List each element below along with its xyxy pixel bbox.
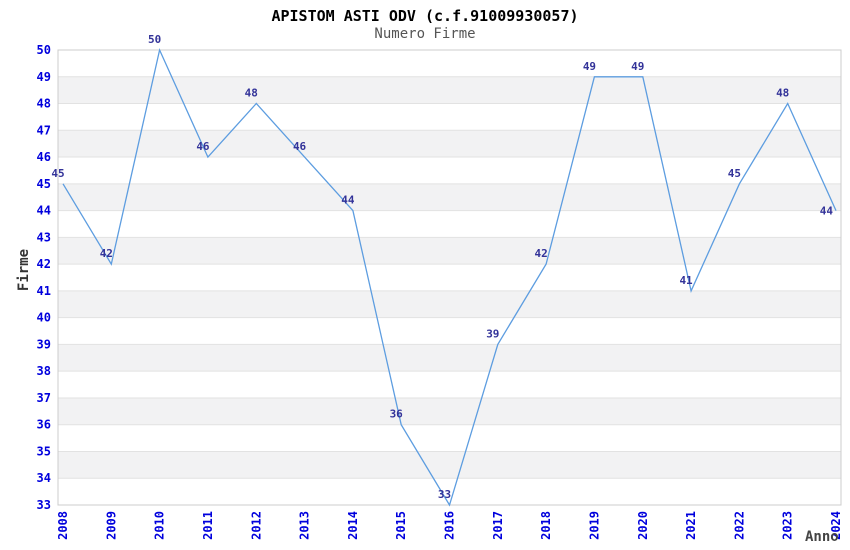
y-tick-label: 41 (37, 284, 51, 298)
plot-band (58, 344, 841, 372)
x-tick-label: 2013 (298, 511, 312, 540)
data-label: 48 (776, 87, 789, 100)
x-tick-label: 2012 (249, 511, 263, 540)
chart-title: APISTOM ASTI ODV (c.f.91009930057) (271, 7, 579, 25)
plot-band (58, 183, 841, 211)
x-tick-label: 2018 (539, 511, 553, 540)
x-tick-label: 2023 (781, 511, 795, 540)
y-tick-label: 36 (37, 418, 51, 432)
x-tick-label: 2011 (201, 511, 215, 540)
chart-subtitle: Numero Firme (374, 26, 476, 42)
y-tick-label: 46 (37, 150, 51, 164)
data-label: 39 (486, 327, 499, 340)
data-label: 36 (390, 408, 404, 421)
x-tick-label: 2020 (636, 511, 650, 540)
data-label: 46 (196, 140, 210, 153)
x-tick-label: 2014 (346, 511, 360, 540)
y-tick-label: 40 (37, 311, 51, 325)
y-tick-label: 42 (37, 257, 51, 271)
data-label: 45 (728, 167, 741, 180)
y-tick-label: 45 (37, 177, 51, 191)
x-tick-label: 2024 (829, 511, 843, 540)
data-label: 33 (438, 488, 451, 501)
data-label: 46 (293, 140, 307, 153)
plot-band (58, 397, 841, 425)
data-label: 44 (341, 194, 355, 207)
x-tick-label: 2017 (491, 511, 505, 540)
series-line (62, 47, 837, 507)
y-tick-label: 33 (37, 498, 51, 512)
data-label: 48 (245, 87, 258, 100)
data-label: 41 (679, 274, 693, 287)
x-tick-label: 2009 (104, 511, 118, 540)
plot-background (58, 50, 841, 505)
x-tick-label: 2021 (684, 511, 698, 540)
plot-band (58, 290, 841, 318)
y-tick-label: 47 (37, 123, 51, 137)
y-tick-label: 38 (37, 364, 51, 378)
x-tick-label: 2015 (394, 511, 408, 540)
data-label: 42 (100, 247, 113, 260)
y-tick-label: 35 (37, 444, 51, 458)
y-axis-title: Firme (16, 248, 32, 292)
data-label: 42 (535, 247, 548, 260)
x-tick-label: 2008 (56, 511, 70, 540)
plot-band (58, 130, 841, 158)
plot-band (58, 451, 841, 479)
data-label: 45 (51, 167, 64, 180)
x-tick-label: 2010 (153, 511, 167, 540)
y-tick-label: 43 (37, 230, 51, 244)
x-tick-label: 2016 (443, 511, 457, 540)
data-label: 50 (148, 33, 161, 46)
y-tick-label: 48 (37, 97, 51, 111)
y-tick-label: 50 (37, 43, 51, 57)
y-tick-label: 37 (37, 391, 51, 405)
x-tick-label: 2019 (587, 511, 601, 540)
y-tick-label: 49 (37, 70, 51, 84)
data-label: 44 (820, 205, 834, 218)
y-tick-label: 34 (37, 471, 51, 485)
x-axis-title: Anno (805, 529, 839, 545)
data-label: 49 (583, 60, 596, 73)
x-tick-label: 2022 (732, 511, 746, 540)
y-tick-label: 39 (37, 337, 51, 351)
plot-band (58, 237, 841, 265)
data-label: 49 (631, 60, 644, 73)
y-tick-label: 44 (37, 204, 51, 218)
plot-band (58, 76, 841, 104)
